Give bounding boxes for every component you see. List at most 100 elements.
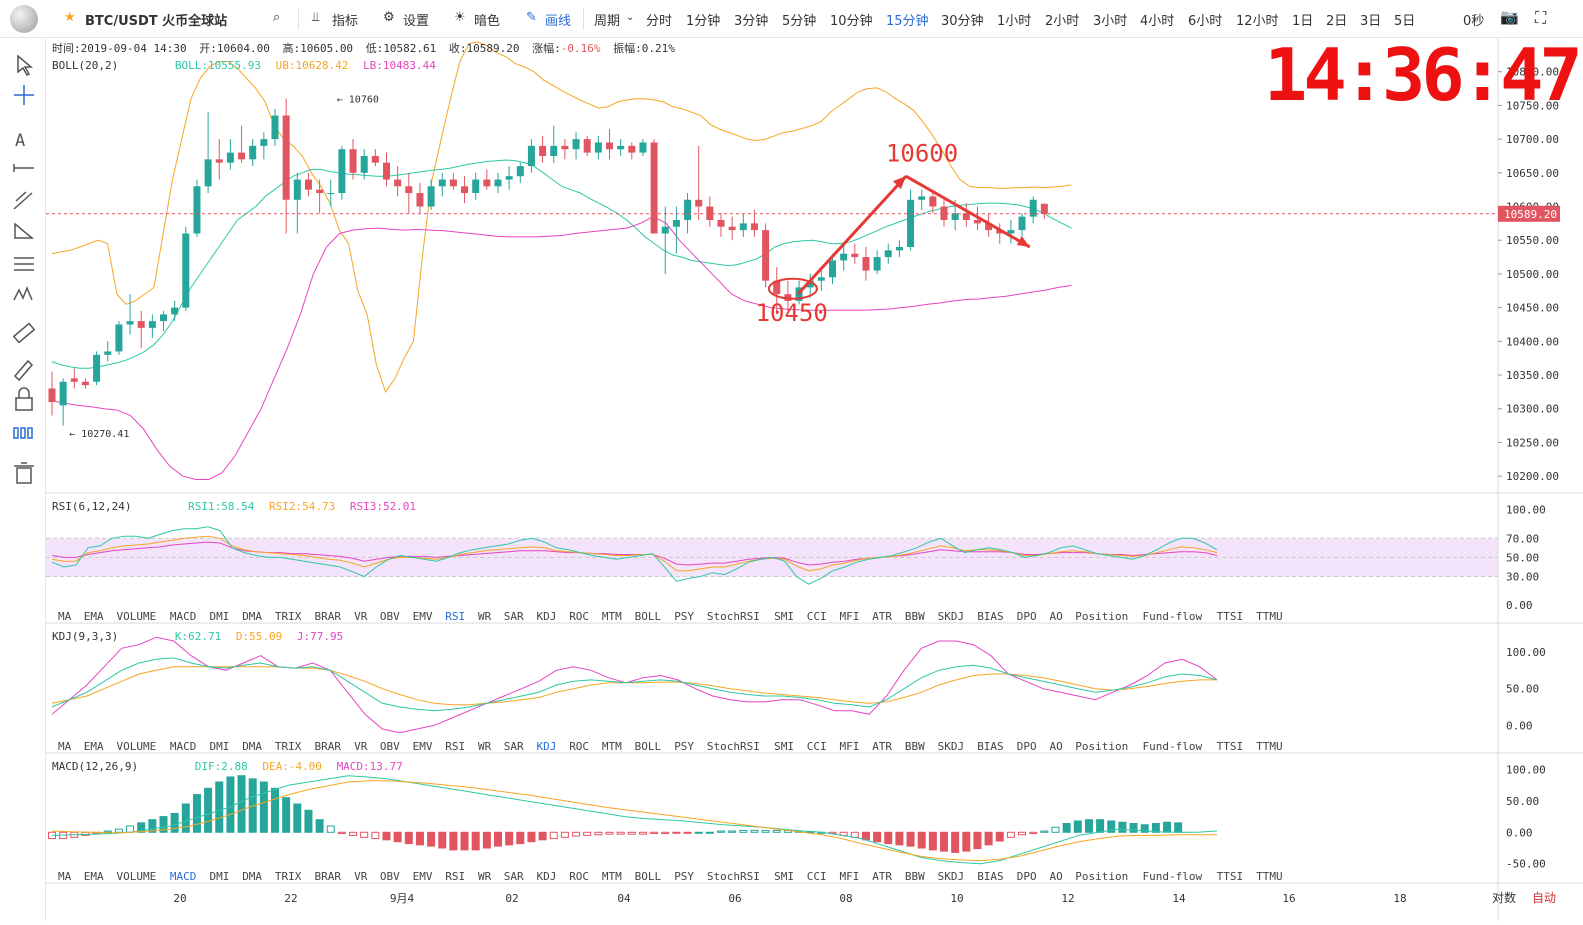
indicator-tab-psy[interactable]: PSY bbox=[674, 870, 694, 883]
period-dropdown[interactable]: 周期 bbox=[594, 14, 621, 29]
indicator-tab-atr[interactable]: ATR bbox=[872, 740, 892, 753]
indicator-tab-boll[interactable]: BOLL bbox=[635, 870, 662, 883]
indicator-tab-dmi[interactable]: DMI bbox=[210, 870, 230, 883]
indicator-tab-ao[interactable]: AO bbox=[1050, 870, 1063, 883]
indicator-tab-kdj[interactable]: KDJ bbox=[537, 740, 557, 753]
period-10[interactable]: 4小时 bbox=[1140, 14, 1175, 29]
indicator-tab-cci[interactable]: CCI bbox=[807, 740, 827, 753]
indicator-tab-atr[interactable]: ATR bbox=[872, 870, 892, 883]
magnet-icon[interactable] bbox=[13, 427, 33, 439]
indicator-tab-rsi[interactable]: RSI bbox=[445, 740, 465, 753]
indicator-tab-dpo[interactable]: DPO bbox=[1017, 740, 1037, 753]
indicator-tab-bbw[interactable]: BBW bbox=[905, 610, 925, 623]
indicator-tab-rsi[interactable]: RSI bbox=[445, 610, 465, 623]
period-5[interactable]: 15分钟 bbox=[886, 14, 929, 29]
indicator-tab-kdj[interactable]: KDJ bbox=[537, 870, 557, 883]
indicator-tab-kdj[interactable]: KDJ bbox=[537, 610, 557, 623]
cursor-icon[interactable] bbox=[17, 54, 34, 76]
indicator-tab-dma[interactable]: DMA bbox=[242, 740, 262, 753]
hline-icon[interactable] bbox=[13, 164, 34, 172]
indicator-tab-ttsi[interactable]: TTSI bbox=[1217, 740, 1244, 753]
indicator-tab-position[interactable]: Position bbox=[1075, 870, 1128, 883]
period-14[interactable]: 2日 bbox=[1326, 14, 1348, 29]
indicator-tab-bias[interactable]: BIAS bbox=[977, 870, 1004, 883]
period-6[interactable]: 30分钟 bbox=[941, 14, 984, 29]
indicator-tab-ttsi[interactable]: TTSI bbox=[1217, 870, 1244, 883]
indicator-tab-dpo[interactable]: DPO bbox=[1017, 610, 1037, 623]
period-4[interactable]: 10分钟 bbox=[830, 14, 873, 29]
indicator-tab-emv[interactable]: EMV bbox=[413, 740, 433, 753]
period-12[interactable]: 12小时 bbox=[1236, 14, 1279, 29]
indicator-tab-smi[interactable]: SMI bbox=[774, 610, 794, 623]
indicator-tab-smi[interactable]: SMI bbox=[774, 740, 794, 753]
indicator-tab-macd[interactable]: MACD bbox=[170, 610, 197, 623]
indicator-tab-mtm[interactable]: MTM bbox=[602, 740, 622, 753]
indicator-tab-trix[interactable]: TRIX bbox=[275, 870, 302, 883]
indicator-tab-sar[interactable]: SAR bbox=[504, 870, 524, 883]
indicator-tab-obv[interactable]: OBV bbox=[380, 870, 400, 883]
indicator-tab-ttmu[interactable]: TTMU bbox=[1256, 740, 1283, 753]
indicator-tab-cci[interactable]: CCI bbox=[807, 610, 827, 623]
indicator-tab-dmi[interactable]: DMI bbox=[210, 740, 230, 753]
indicator-tab-ttmu[interactable]: TTMU bbox=[1256, 870, 1283, 883]
indicator-tab-macd[interactable]: MACD bbox=[170, 870, 197, 883]
indicator-tab-atr[interactable]: ATR bbox=[872, 610, 892, 623]
indicator-tab-ema[interactable]: EMA bbox=[84, 740, 104, 753]
indicator-tab-skdj[interactable]: SKDJ bbox=[938, 610, 965, 623]
indicator-tab-mtm[interactable]: MTM bbox=[602, 870, 622, 883]
indicator-tab-vr[interactable]: VR bbox=[354, 740, 368, 753]
period-13[interactable]: 1日 bbox=[1292, 14, 1314, 29]
trash-icon[interactable] bbox=[14, 462, 34, 484]
period-0[interactable]: 分时 bbox=[646, 14, 673, 29]
period-1[interactable]: 1分钟 bbox=[686, 14, 721, 29]
indicator-tab-brar[interactable]: BRAR bbox=[315, 610, 342, 623]
text-icon[interactable]: A bbox=[15, 131, 25, 151]
fullscreen-icon[interactable]: ⛶ bbox=[1535, 8, 1547, 27]
period-7[interactable]: 1小时 bbox=[997, 14, 1032, 29]
indicator-tab-sar[interactable]: SAR bbox=[504, 740, 524, 753]
indicator-tab-mfi[interactable]: MFI bbox=[840, 740, 860, 753]
triangle-icon[interactable] bbox=[14, 222, 35, 239]
indicator-tab-roc[interactable]: ROC bbox=[569, 610, 589, 623]
indicator-tab-dma[interactable]: DMA bbox=[242, 610, 262, 623]
indicator-tab-bias[interactable]: BIAS bbox=[977, 740, 1004, 753]
indicator-tab-roc[interactable]: ROC bbox=[569, 870, 589, 883]
period-3[interactable]: 5分钟 bbox=[782, 14, 817, 29]
indicator-tab-stochrsi[interactable]: StochRSI bbox=[707, 610, 760, 623]
indicator-tab-wr[interactable]: WR bbox=[478, 740, 492, 753]
indicator-tab-vr[interactable]: VR bbox=[354, 870, 368, 883]
indicator-tab-wr[interactable]: WR bbox=[478, 610, 492, 623]
indicator-tab-skdj[interactable]: SKDJ bbox=[938, 870, 965, 883]
period-8[interactable]: 2小时 bbox=[1045, 14, 1080, 29]
chart-area[interactable]: ← 10760 ← 10270.41 10450 10600 100.00 70.00 5… bbox=[46, 33, 1583, 925]
indicator-tab-ema[interactable]: EMA bbox=[84, 870, 104, 883]
indicator-tab-fund-flow[interactable]: Fund-flow bbox=[1143, 740, 1203, 753]
indicator-tab-cci[interactable]: CCI bbox=[807, 870, 827, 883]
favorite-star-icon[interactable]: ★ bbox=[64, 10, 76, 25]
indicator-tab-emv[interactable]: EMV bbox=[413, 870, 433, 883]
indicator-tab-bbw[interactable]: BBW bbox=[905, 870, 925, 883]
dark-theme-button[interactable]: 暗色 bbox=[474, 14, 501, 29]
indicator-tab-trix[interactable]: TRIX bbox=[275, 740, 302, 753]
indicator-tab-volume[interactable]: VOLUME bbox=[117, 740, 157, 753]
indicator-tab-psy[interactable]: PSY bbox=[674, 740, 694, 753]
indicator-tab-ma[interactable]: MA bbox=[58, 740, 72, 753]
indicator-tab-bbw[interactable]: BBW bbox=[905, 740, 925, 753]
indicator-tab-rsi[interactable]: RSI bbox=[445, 870, 465, 883]
indicator-tab-dma[interactable]: DMA bbox=[242, 870, 262, 883]
indicator-tab-fund-flow[interactable]: Fund-flow bbox=[1143, 610, 1203, 623]
indicator-tab-sar[interactable]: SAR bbox=[504, 610, 524, 623]
indicator-tab-fund-flow[interactable]: Fund-flow bbox=[1143, 870, 1203, 883]
camera-icon[interactable]: 📷 bbox=[1500, 8, 1519, 26]
crosshair-icon[interactable] bbox=[14, 85, 34, 105]
indicator-tab-ao[interactable]: AO bbox=[1050, 610, 1063, 623]
indicator-tab-emv[interactable]: EMV bbox=[413, 610, 433, 623]
auto-scale-toggle[interactable]: 自动 bbox=[1532, 891, 1556, 905]
indicator-tab-trix[interactable]: TRIX bbox=[275, 610, 302, 623]
indicator-tab-mfi[interactable]: MFI bbox=[840, 870, 860, 883]
indicator-tab-position[interactable]: Position bbox=[1075, 610, 1128, 623]
indicator-tab-ttsi[interactable]: TTSI bbox=[1217, 610, 1244, 623]
indicator-tab-volume[interactable]: VOLUME bbox=[117, 870, 157, 883]
indicator-tab-volume[interactable]: VOLUME bbox=[117, 610, 157, 623]
